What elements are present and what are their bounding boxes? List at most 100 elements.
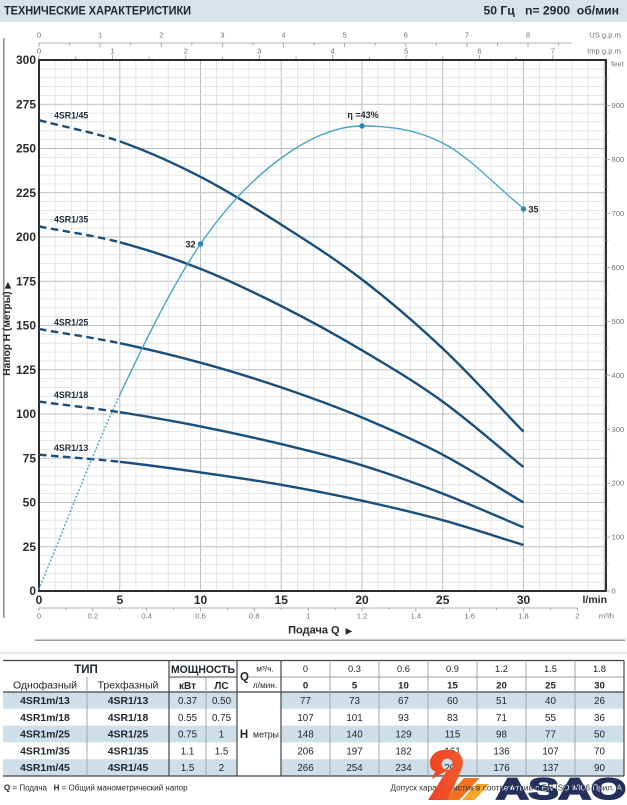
svg-text:л/мин.: л/мин. — [253, 680, 277, 690]
svg-text:1: 1 — [98, 31, 102, 40]
svg-text:0.6: 0.6 — [397, 664, 410, 674]
svg-text:Подача Q ▶: Подача Q ▶ — [288, 625, 353, 637]
svg-text:73: 73 — [349, 696, 360, 707]
svg-text:Однофазный: Однофазный — [13, 680, 77, 692]
svg-text:1.5: 1.5 — [544, 664, 557, 674]
svg-text:0.6: 0.6 — [195, 612, 206, 621]
svg-text:1.2: 1.2 — [495, 664, 508, 674]
svg-text:4SR1/18: 4SR1/18 — [108, 713, 149, 724]
svg-text:200: 200 — [612, 479, 625, 488]
svg-text:4SR1m/25: 4SR1m/25 — [20, 730, 70, 741]
svg-text:107: 107 — [297, 713, 313, 724]
svg-text:10: 10 — [194, 593, 208, 607]
svg-text:100: 100 — [16, 407, 36, 421]
svg-text:175: 175 — [16, 274, 36, 288]
svg-text:700: 700 — [612, 209, 625, 218]
svg-text:32: 32 — [185, 240, 195, 250]
svg-text:2: 2 — [184, 47, 188, 56]
svg-text:6: 6 — [477, 47, 481, 56]
svg-text:0.4: 0.4 — [141, 612, 152, 621]
svg-text:6: 6 — [404, 31, 408, 40]
svg-text:5: 5 — [342, 31, 346, 40]
svg-text:4SR1m/35: 4SR1m/35 — [20, 746, 70, 757]
svg-text:15: 15 — [447, 681, 458, 692]
svg-text:1.5: 1.5 — [215, 746, 229, 757]
svg-text:100: 100 — [612, 533, 625, 542]
svg-text:4SR1/18: 4SR1/18 — [54, 390, 88, 400]
svg-text:1: 1 — [219, 730, 224, 741]
svg-text:70: 70 — [594, 746, 605, 757]
svg-text:кВт: кВт — [179, 681, 196, 692]
svg-text:36: 36 — [594, 713, 605, 724]
svg-text:254: 254 — [346, 763, 363, 774]
svg-text:77: 77 — [545, 730, 556, 741]
svg-text:1.4: 1.4 — [411, 612, 422, 621]
svg-text:Напор H (метры) ▶: Напор H (метры) ▶ — [2, 281, 13, 375]
svg-text:l/min: l/min — [582, 594, 607, 606]
svg-text:67: 67 — [398, 696, 409, 707]
svg-text:148: 148 — [297, 730, 314, 741]
svg-text:50 Гц n= 2900 об/мин: 50 Гц n= 2900 об/мин — [483, 4, 619, 18]
svg-text:0.55: 0.55 — [178, 713, 198, 724]
svg-text:90: 90 — [594, 763, 605, 774]
svg-text:7: 7 — [465, 31, 469, 40]
svg-text:300: 300 — [16, 53, 36, 67]
svg-text:400: 400 — [612, 371, 625, 380]
svg-text:0: 0 — [37, 31, 41, 40]
svg-text:0: 0 — [36, 593, 43, 607]
svg-text:137: 137 — [542, 763, 558, 774]
svg-text:η =43%: η =43% — [347, 110, 378, 120]
svg-text:0: 0 — [612, 587, 616, 596]
svg-text:40: 40 — [545, 696, 556, 707]
svg-text:1.2: 1.2 — [357, 612, 368, 621]
svg-text:4SR1m/18: 4SR1m/18 — [20, 713, 70, 724]
svg-text:101: 101 — [346, 713, 362, 724]
svg-text:15: 15 — [275, 593, 289, 607]
svg-text:4SR1m/13: 4SR1m/13 — [20, 696, 70, 707]
svg-text:4SR1/25: 4SR1/25 — [54, 318, 88, 328]
svg-text:900: 900 — [612, 101, 625, 110]
svg-text:0.37: 0.37 — [178, 696, 197, 707]
svg-text:0.50: 0.50 — [212, 696, 232, 707]
svg-text:1.8: 1.8 — [518, 612, 529, 621]
svg-text:метры: метры — [253, 730, 279, 740]
svg-text:4: 4 — [281, 31, 285, 40]
svg-text:200: 200 — [16, 230, 36, 244]
svg-text:25: 25 — [23, 540, 37, 554]
svg-text:2: 2 — [159, 31, 163, 40]
svg-text:4SR1/13: 4SR1/13 — [54, 443, 88, 453]
svg-text:3: 3 — [257, 47, 261, 56]
svg-text:US g.p.m.: US g.p.m. — [589, 31, 623, 40]
svg-text:500: 500 — [612, 317, 625, 326]
svg-text:1.8: 1.8 — [593, 664, 606, 674]
svg-text:Imp g.p.m.: Imp g.p.m. — [587, 47, 623, 56]
svg-text:129: 129 — [395, 730, 411, 741]
svg-text:0: 0 — [303, 664, 308, 674]
svg-text:266: 266 — [297, 763, 314, 774]
svg-text:Q: Q — [240, 672, 249, 684]
svg-text:0.8: 0.8 — [249, 612, 260, 621]
svg-text:234: 234 — [395, 763, 412, 774]
svg-text:5: 5 — [116, 593, 123, 607]
svg-text:1: 1 — [110, 47, 114, 56]
svg-text:77: 77 — [300, 696, 311, 707]
svg-text:0.2: 0.2 — [88, 612, 99, 621]
svg-text:2: 2 — [575, 612, 579, 621]
svg-text:60: 60 — [447, 696, 458, 707]
svg-text:МОЩНОСТЬ: МОЩНОСТЬ — [171, 664, 235, 676]
svg-text:4SR1/45: 4SR1/45 — [108, 763, 149, 774]
svg-text:51: 51 — [496, 696, 507, 707]
svg-text:30: 30 — [594, 681, 605, 692]
svg-text:2: 2 — [219, 763, 224, 774]
svg-text:225: 225 — [16, 186, 36, 200]
svg-text:м³/ч.: м³/ч. — [256, 664, 273, 674]
svg-text:8: 8 — [526, 31, 530, 40]
svg-text:0: 0 — [29, 584, 36, 598]
svg-text:182: 182 — [395, 746, 411, 757]
svg-text:107: 107 — [542, 746, 558, 757]
svg-text:55: 55 — [545, 713, 556, 724]
svg-text:Трехфазный: Трехфазный — [98, 680, 159, 692]
svg-text:5: 5 — [404, 47, 408, 56]
svg-text:93: 93 — [398, 713, 409, 724]
svg-text:4SR1/45: 4SR1/45 — [54, 111, 88, 121]
